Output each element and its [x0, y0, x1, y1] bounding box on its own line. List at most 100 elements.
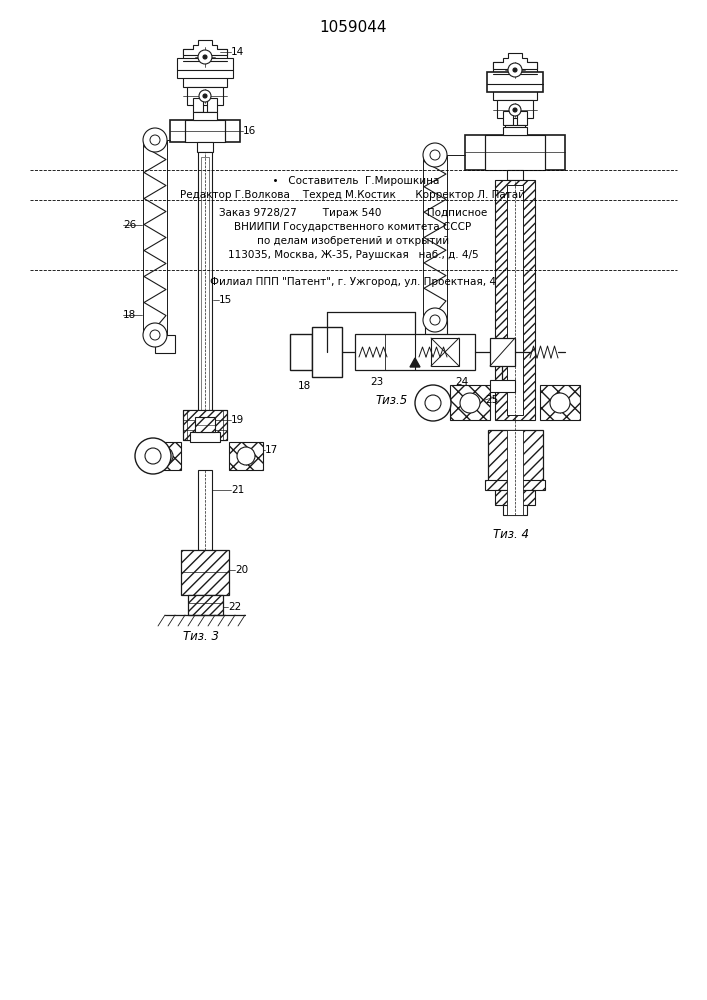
- Circle shape: [550, 393, 570, 413]
- Bar: [465, 135, 565, 170]
- Bar: [450, 385, 490, 420]
- Circle shape: [508, 63, 522, 77]
- Circle shape: [430, 150, 440, 160]
- Bar: [487, 72, 543, 92]
- Circle shape: [509, 104, 521, 116]
- Circle shape: [198, 50, 212, 64]
- Bar: [507, 185, 523, 415]
- Bar: [490, 380, 515, 392]
- Circle shape: [237, 447, 255, 465]
- Circle shape: [423, 143, 447, 167]
- Bar: [198, 152, 212, 440]
- Circle shape: [155, 447, 173, 465]
- Text: 21: 21: [231, 485, 244, 495]
- Bar: [493, 62, 537, 100]
- Bar: [490, 338, 515, 366]
- Bar: [181, 550, 229, 595]
- Bar: [190, 432, 220, 442]
- Bar: [188, 595, 223, 615]
- Circle shape: [150, 330, 160, 340]
- Circle shape: [460, 393, 480, 413]
- Text: Τиз. 4: Τиз. 4: [493, 528, 529, 542]
- Circle shape: [425, 395, 441, 411]
- Bar: [207, 98, 217, 112]
- Circle shape: [150, 135, 160, 145]
- Bar: [198, 470, 212, 550]
- Bar: [517, 111, 527, 125]
- Bar: [187, 87, 223, 105]
- Bar: [505, 125, 525, 135]
- Bar: [503, 505, 527, 515]
- Circle shape: [430, 315, 440, 325]
- Polygon shape: [410, 358, 420, 367]
- Polygon shape: [493, 53, 537, 69]
- Bar: [488, 430, 543, 485]
- Bar: [187, 410, 223, 440]
- Circle shape: [415, 385, 451, 421]
- Bar: [507, 430, 523, 515]
- Text: 16: 16: [243, 126, 256, 136]
- Circle shape: [145, 448, 161, 464]
- Circle shape: [513, 68, 517, 72]
- Bar: [485, 135, 545, 170]
- Text: 1059044: 1059044: [320, 19, 387, 34]
- Bar: [147, 442, 181, 470]
- Text: Заказ 9728/27        Тираж 540              Подписное: Заказ 9728/27 Тираж 540 Подписное: [219, 208, 487, 218]
- Text: 113035, Москва, Ж-35, Раушская   наб., д. 4/5: 113035, Москва, Ж-35, Раушская наб., д. …: [228, 250, 479, 260]
- Bar: [201, 157, 209, 435]
- Text: ВНИИПИ Государственного комитета СССР: ВНИИПИ Государственного комитета СССР: [235, 222, 472, 232]
- Bar: [290, 334, 312, 370]
- Circle shape: [199, 90, 211, 102]
- Bar: [183, 410, 227, 440]
- Text: 18: 18: [298, 381, 311, 391]
- Text: по делам изобретений и открытий: по делам изобретений и открытий: [257, 236, 449, 246]
- Bar: [195, 112, 215, 122]
- Circle shape: [143, 128, 167, 152]
- Text: 25: 25: [485, 395, 498, 405]
- Bar: [312, 327, 342, 377]
- Bar: [495, 180, 535, 420]
- Circle shape: [143, 323, 167, 347]
- Bar: [503, 127, 527, 135]
- Bar: [431, 338, 459, 366]
- Text: Филиал ППП "Патент", г. Ужгород, ул. Проектная, 4: Филиал ППП "Патент", г. Ужгород, ул. Про…: [210, 277, 496, 287]
- Bar: [507, 170, 523, 180]
- Text: 20: 20: [235, 565, 248, 575]
- Text: Τиз.5: Τиз.5: [375, 393, 407, 406]
- Bar: [193, 98, 203, 112]
- Text: Τиз. 3: Τиз. 3: [183, 631, 219, 644]
- Text: Редактор Г.Волкова    Техред М.Костик      Корректор Л. Патай: Редактор Г.Волкова Техред М.Костик Корре…: [180, 190, 525, 200]
- Circle shape: [135, 438, 171, 474]
- Bar: [155, 335, 175, 353]
- Circle shape: [423, 308, 447, 332]
- Bar: [497, 100, 533, 118]
- Bar: [495, 490, 535, 505]
- Polygon shape: [183, 40, 227, 55]
- Bar: [503, 111, 513, 125]
- Bar: [185, 120, 225, 142]
- Bar: [183, 410, 227, 440]
- Bar: [229, 442, 263, 470]
- Text: 18: 18: [123, 310, 136, 320]
- Text: 17: 17: [265, 445, 279, 455]
- Bar: [177, 58, 233, 78]
- Text: 14: 14: [231, 47, 244, 57]
- Text: 23: 23: [370, 377, 383, 387]
- Bar: [425, 320, 447, 338]
- Bar: [183, 49, 227, 87]
- Text: 19: 19: [231, 415, 244, 425]
- Bar: [355, 334, 475, 370]
- Text: 26: 26: [123, 220, 136, 230]
- Circle shape: [203, 94, 207, 98]
- Circle shape: [203, 55, 207, 59]
- Text: 22: 22: [228, 602, 241, 612]
- Bar: [485, 480, 545, 490]
- Bar: [197, 142, 213, 152]
- Circle shape: [513, 108, 517, 112]
- Text: 24: 24: [455, 377, 468, 387]
- Text: •   Составитель  Г.Мирошкина: • Составитель Г.Мирошкина: [267, 176, 440, 186]
- Bar: [193, 112, 217, 120]
- Bar: [540, 385, 580, 420]
- Text: 15: 15: [219, 295, 233, 305]
- Bar: [170, 120, 240, 142]
